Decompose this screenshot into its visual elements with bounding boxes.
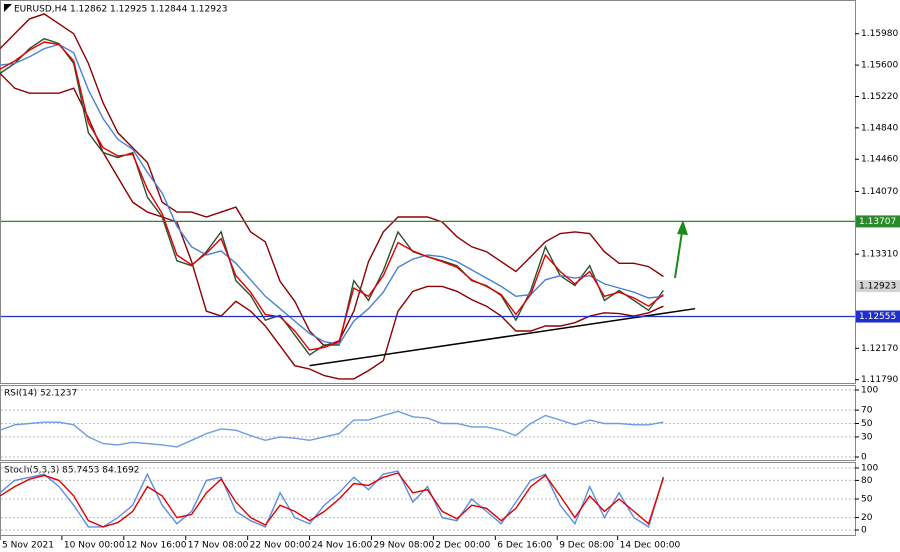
x-tick-label: 29 Nov 08:00 <box>373 541 434 551</box>
y-tick-label: 0 <box>861 453 867 463</box>
price-label-box <box>856 215 900 228</box>
x-tick-label: 2 Dec 00:00 <box>435 541 490 551</box>
x-tick-label: 17 Nov 08:00 <box>188 541 249 551</box>
series-line <box>0 43 664 345</box>
y-tick-label: 100 <box>861 464 878 474</box>
y-tick-label: 70 <box>861 406 873 416</box>
stoch-title: Stoch(5,3,3) 85.7453 84.1692 <box>4 466 139 476</box>
y-tick-label: 1.15220 <box>861 92 898 102</box>
y-tick-label: 1.15600 <box>861 61 898 71</box>
y-tick-label: 1.15980 <box>861 29 898 39</box>
y-tick-label: 80 <box>861 476 873 486</box>
x-tick-label: 14 Dec 00:00 <box>620 541 681 551</box>
x-tick-label: 12 Nov 16:00 <box>126 541 187 551</box>
price-label-box <box>856 280 900 293</box>
price-label-box <box>856 310 900 323</box>
x-tick-label: 5 Nov 2021 <box>2 541 54 551</box>
series-line <box>0 470 665 528</box>
price-label: 1.12555 <box>859 312 896 322</box>
x-tick-label: 9 Dec 08:00 <box>559 541 614 551</box>
x-tick-label: 24 Nov 16:00 <box>312 541 373 551</box>
signal-arrow <box>674 220 688 279</box>
x-tick-label: 6 Dec 16:00 <box>497 541 552 551</box>
x-tick-label: 10 Nov 00:00 <box>64 541 125 551</box>
series-line <box>0 72 664 380</box>
y-tick-label: 1.14070 <box>861 187 898 197</box>
series-line <box>0 41 664 351</box>
y-tick-label: 1.12170 <box>861 344 898 354</box>
y-tick-label: 1.11790 <box>861 375 898 385</box>
y-tick-label: 1.13310 <box>861 250 898 260</box>
y-tick-label: 1.14460 <box>861 155 898 165</box>
main-title: EURUSD,H4 1.12862 1.12925 1.12844 1.1292… <box>14 5 227 15</box>
y-tick-label: 50 <box>861 419 873 429</box>
y-tick-label: 100 <box>861 386 878 396</box>
trendline <box>309 307 696 367</box>
rsi-title: RSI(14) 52.1237 <box>4 389 77 399</box>
y-tick-label: 30 <box>861 432 873 442</box>
panel-arrow <box>4 4 12 12</box>
price-label: 1.13707 <box>859 217 896 227</box>
series-line <box>0 410 664 448</box>
main-panel <box>0 0 856 384</box>
x-tick-label: 22 Nov 00:00 <box>250 541 311 551</box>
y-tick-label: 50 <box>861 495 873 505</box>
series-line <box>0 472 665 528</box>
y-tick-label: 20 <box>861 513 873 523</box>
price-label: 1.12923 <box>859 282 896 292</box>
y-tick-label: 1.14840 <box>861 123 898 133</box>
y-tick-label: 0 <box>861 526 867 536</box>
